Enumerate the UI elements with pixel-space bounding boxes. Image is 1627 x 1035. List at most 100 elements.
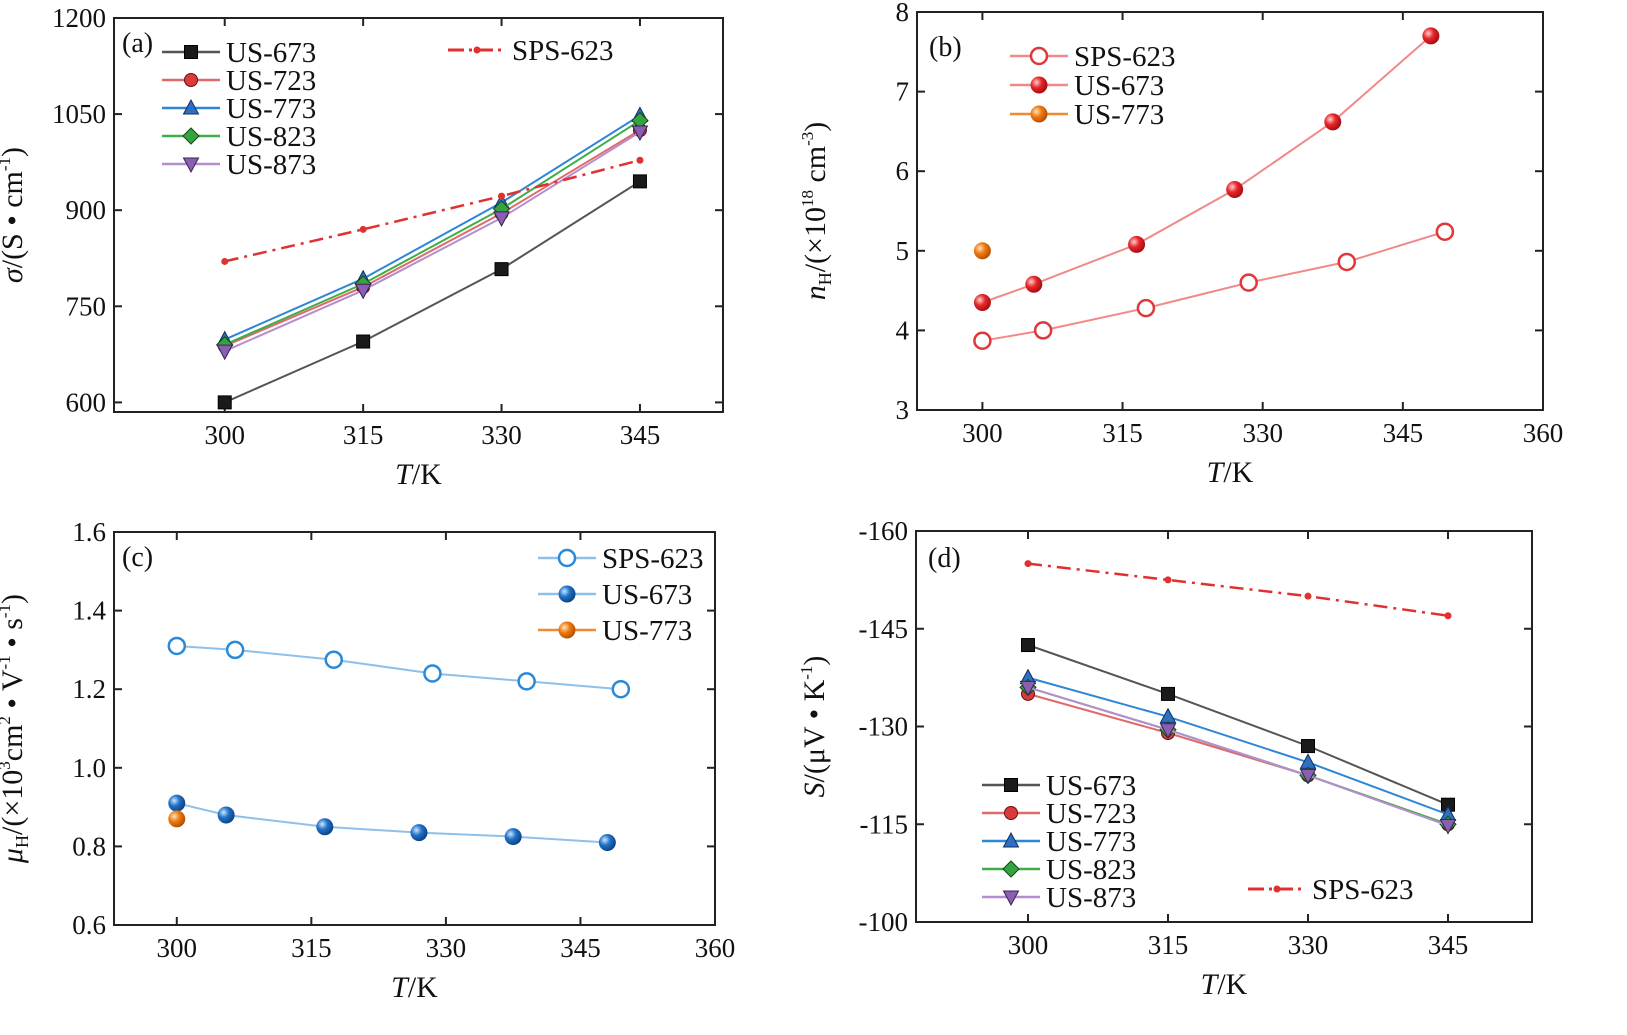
- data-point: [423, 664, 442, 683]
- x-tick-label: 315: [343, 420, 384, 450]
- legend-label: US-673: [1046, 770, 1136, 802]
- y-tick-label: 5: [896, 236, 910, 266]
- data-point: [324, 650, 344, 669]
- y-tick-label: 6: [896, 156, 910, 186]
- legend-label: US-823: [1046, 854, 1136, 886]
- legend: SPS-623 US-673 US-773: [538, 543, 704, 647]
- legend-label: SPS-623: [1074, 41, 1176, 73]
- series-line: [1027, 644, 1449, 806]
- series-us-673: [217, 174, 647, 410]
- series-line: [224, 129, 641, 347]
- y-axis-label: nH/(×1018 cm-3): [798, 122, 835, 301]
- plot-frame: [113, 17, 724, 413]
- legend-item: US-673: [538, 579, 692, 611]
- data-point: [316, 818, 334, 836]
- y-tick-label: 8: [896, 0, 910, 27]
- data-point: [504, 828, 522, 846]
- y-tick-label: 0.8: [72, 831, 106, 861]
- data-point: [1136, 298, 1156, 318]
- series-sps-623: [1024, 560, 1452, 620]
- legend-label: US-773: [226, 93, 316, 125]
- y-tick-label: -160: [859, 516, 909, 546]
- legend-item: US-823: [982, 854, 1136, 886]
- data-point: [973, 294, 991, 312]
- y-axis-label: μH/(×103cm2 • V-1 • s-1): [0, 594, 32, 864]
- y-tick-label: 3: [896, 395, 910, 425]
- x-tick-label: 345: [620, 420, 661, 450]
- data-point: [973, 242, 991, 260]
- data-point: [359, 225, 367, 233]
- chart-panel-3: 300 315 330 345 360 0.6 0.8 1.0 1.2 1.4 1.6 T/K μH/(…: [0, 517, 735, 1004]
- y-tick-label: -145: [859, 614, 909, 644]
- x-axis-label: T/K: [1207, 456, 1254, 489]
- x-axis-label: T/K: [391, 971, 438, 1004]
- y-tick-label: 1.0: [72, 753, 106, 783]
- legend-label: US-873: [1046, 882, 1136, 914]
- data-point: [517, 672, 536, 691]
- legend-marker: [1002, 890, 1020, 907]
- series-line: [1027, 562, 1449, 617]
- series-line: [224, 119, 641, 346]
- legend-marker: [1004, 778, 1018, 792]
- data-point: [1299, 768, 1317, 785]
- legend-item: US-773: [538, 615, 692, 647]
- series-us-773: [168, 810, 186, 828]
- legend-label: SPS-623: [602, 543, 704, 575]
- legend-marker: [184, 73, 198, 87]
- data-point: [498, 192, 506, 200]
- legend-label: US-823: [226, 121, 316, 153]
- x-axis-label: T/K: [395, 458, 442, 491]
- y-tick-label: 1200: [52, 3, 106, 33]
- legend-marker: [557, 548, 577, 568]
- data-point: [598, 833, 616, 851]
- data-point: [1019, 680, 1037, 697]
- legend-label: US-723: [1046, 798, 1136, 830]
- data-point: [632, 174, 647, 189]
- y-tick-label: 1.2: [72, 674, 106, 704]
- series-line: [176, 645, 621, 691]
- legend-label: SPS-623: [1312, 874, 1414, 906]
- legend-marker: [1002, 860, 1020, 878]
- y-tick-label: 1.6: [72, 517, 106, 547]
- x-tick-label: 330: [1288, 930, 1329, 960]
- y-tick-label: 900: [66, 195, 107, 225]
- legend-label: US-773: [602, 615, 692, 647]
- data-point: [1337, 252, 1357, 272]
- panel-tag: (a): [122, 28, 153, 59]
- legend-item: US-723: [982, 798, 1136, 830]
- y-tick-label: 0.6: [72, 910, 106, 940]
- x-tick-label: 315: [1148, 930, 1189, 960]
- series-us-873: [216, 125, 649, 361]
- data-point: [1324, 113, 1342, 131]
- data-point: [631, 125, 649, 142]
- y-tick-label: 1.4: [72, 596, 106, 626]
- legend-label: US-773: [1046, 826, 1136, 858]
- legend-item: US-673: [982, 770, 1136, 802]
- legend-marker: [1004, 806, 1018, 820]
- data-point: [1422, 27, 1440, 45]
- data-point: [611, 679, 631, 699]
- data-point: [1435, 222, 1455, 241]
- data-point: [493, 211, 510, 227]
- series-sps-623: [167, 636, 631, 699]
- y-tick-label: 1050: [52, 99, 106, 129]
- series-us-773: [973, 242, 991, 260]
- data-point: [168, 810, 186, 828]
- plot-frame: [113, 531, 716, 926]
- legend-item: US-773: [982, 826, 1136, 858]
- y-tick-label: 4: [896, 315, 910, 345]
- legend-item: US-773: [1010, 99, 1164, 131]
- data-point: [494, 262, 509, 277]
- legend-item: SPS-623: [1010, 41, 1176, 73]
- series-line: [224, 131, 641, 353]
- x-tick-label: 360: [1523, 418, 1564, 448]
- legend-item: US-673: [162, 37, 316, 69]
- plot-frame: [916, 11, 1544, 411]
- legend-marker: [558, 621, 576, 639]
- panel-tag: (b): [929, 32, 962, 63]
- panel-tag: (d): [928, 543, 961, 574]
- legend-item: SPS-623: [448, 35, 614, 67]
- legend-item: SPS-623: [538, 543, 704, 575]
